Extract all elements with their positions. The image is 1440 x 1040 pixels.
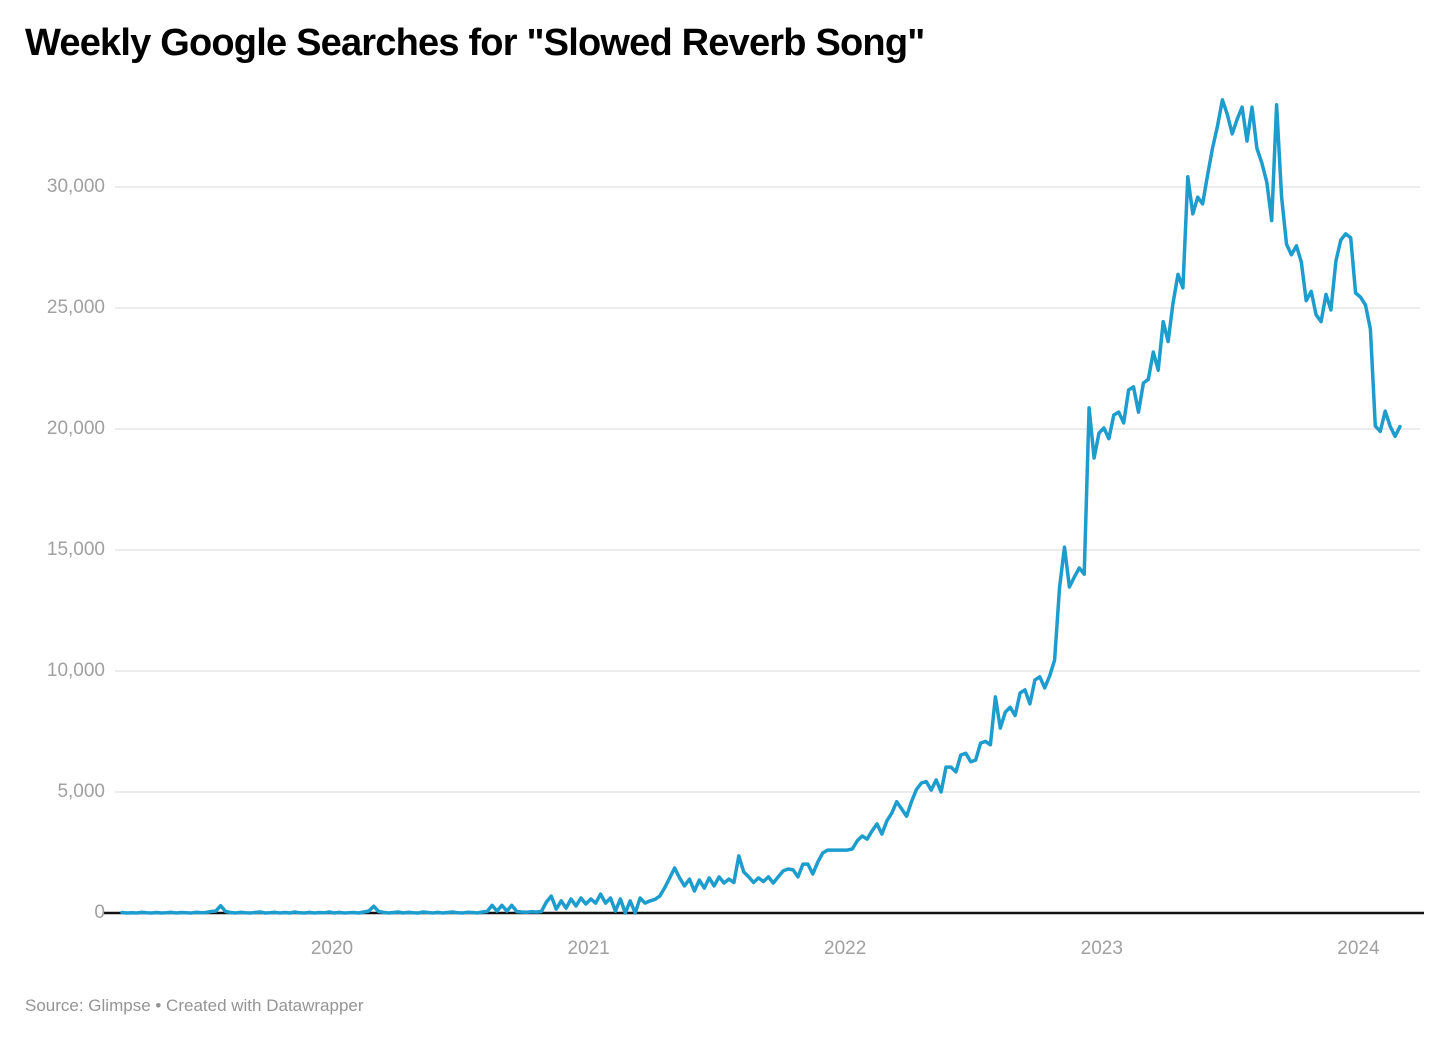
- y-axis-tick-label: 0: [94, 902, 105, 923]
- x-axis-tick-label: 2023: [1080, 938, 1123, 959]
- source-note: Source: Glimpse • Created with Datawrapp…: [25, 996, 364, 1015]
- x-axis-tick-label: 2021: [567, 938, 610, 959]
- x-axis-tick-label: 2022: [824, 938, 867, 959]
- x-axis-tick-label: 2024: [1337, 938, 1380, 959]
- series-line: [120, 98, 1402, 915]
- x-axis-tick-label: 2020: [310, 938, 354, 959]
- y-axis-tick-label: 30,000: [46, 176, 105, 197]
- y-axis-tick-label: 5,000: [57, 781, 105, 802]
- y-axis-tick-label: 20,000: [46, 418, 105, 439]
- y-axis-tick-label: 10,000: [46, 660, 105, 681]
- chart-title: Weekly Google Searches for "Slowed Rever…: [25, 22, 925, 64]
- y-axis-tick-label: 15,000: [46, 539, 105, 560]
- y-axis-tick-label: 25,000: [46, 297, 105, 318]
- gridlines: [104, 186, 1424, 915]
- searches-line-series: [120, 98, 1402, 915]
